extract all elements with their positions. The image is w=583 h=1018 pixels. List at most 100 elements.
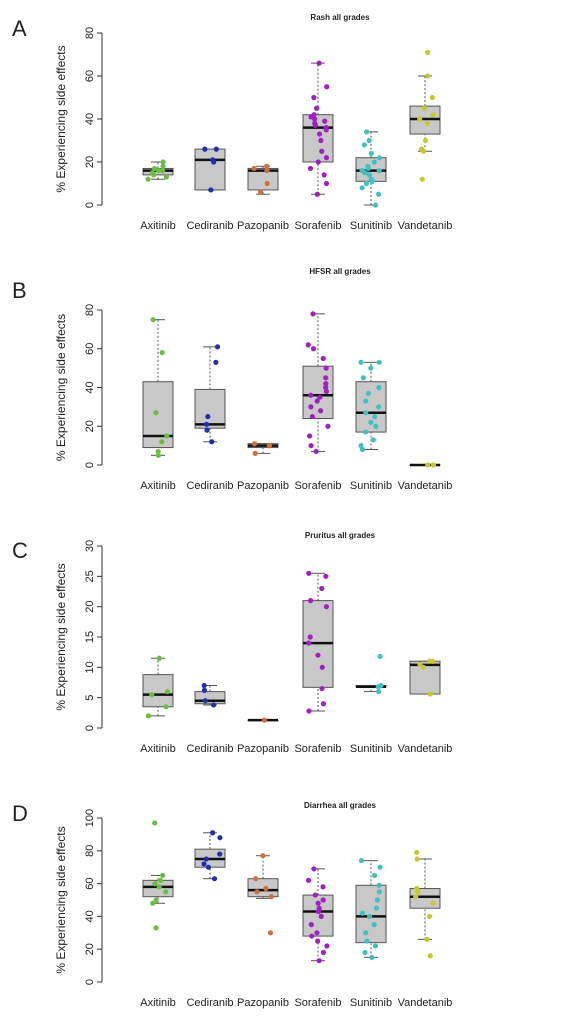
data-point [308, 598, 314, 604]
x-tick-label: Sunitinib [350, 743, 392, 755]
data-point [201, 861, 207, 867]
panel-letter: C [12, 538, 28, 563]
data-point [313, 448, 319, 455]
x-tick-label: Sunitinib [350, 220, 392, 232]
box [247, 167, 279, 191]
x-tick-label: Pazopanib [237, 220, 289, 232]
y-axis-label: % Experiencing side effects [54, 314, 68, 461]
data-point [314, 398, 320, 404]
data-point [373, 905, 380, 911]
data-point [268, 894, 274, 900]
box [194, 388, 226, 429]
data-point [358, 443, 364, 449]
y-tick-label: 60 [84, 70, 96, 82]
data-point [376, 882, 382, 888]
data-point [205, 413, 211, 420]
data-point [213, 146, 219, 152]
data-point [424, 936, 430, 942]
data-point [254, 889, 260, 895]
data-point [365, 390, 372, 396]
data-point [361, 142, 367, 148]
data-point [319, 685, 325, 692]
data-point [368, 150, 374, 156]
y-tick-label: 0 [84, 202, 96, 208]
data-point [257, 189, 264, 195]
data-point [155, 448, 161, 455]
y-tick-label: 25 [84, 570, 96, 582]
data-point [372, 202, 379, 208]
data-point [317, 394, 323, 400]
data-point [205, 864, 212, 870]
data-point [156, 655, 162, 661]
data-point [376, 359, 382, 365]
box [247, 878, 279, 898]
data-point [425, 73, 431, 79]
data-point [320, 949, 327, 956]
data-point [201, 687, 208, 693]
data-point [366, 172, 373, 178]
y-tick-label: 60 [84, 877, 96, 889]
data-point [424, 120, 430, 126]
y-axis-label: % Experiencing side effects [54, 45, 68, 192]
y-tick-label: 5 [84, 695, 96, 701]
data-point [320, 355, 326, 362]
panel-letter: B [12, 278, 27, 303]
data-point [370, 437, 376, 443]
data-point [251, 441, 258, 447]
data-point [372, 943, 379, 949]
y-tick-label: 10 [84, 661, 96, 673]
data-point [316, 60, 322, 66]
chart-title: Diarrhea all grades [304, 801, 377, 810]
data-point [417, 116, 423, 122]
data-point [315, 652, 321, 658]
panel-letter: A [12, 16, 27, 41]
x-tick-label: Axitinib [140, 480, 175, 492]
data-point [364, 129, 370, 135]
data-point [376, 404, 382, 410]
x-tick-label: Cediranib [186, 480, 233, 492]
data-point [324, 943, 330, 949]
x-tick-label: Sorafenib [294, 743, 341, 755]
data-point [150, 317, 156, 323]
data-point [319, 148, 325, 154]
data-point [323, 604, 329, 610]
y-tick-label: 0 [84, 462, 96, 468]
x-tick-label: Axitinib [140, 997, 175, 1009]
y-tick-label: 15 [84, 631, 96, 643]
data-point [309, 933, 315, 939]
data-point [264, 163, 270, 169]
data-point [151, 165, 158, 172]
data-point [310, 346, 317, 352]
panel-letter: D [12, 801, 28, 826]
data-point [364, 938, 370, 944]
data-point [414, 849, 420, 856]
data-point [203, 856, 209, 862]
data-point [210, 830, 216, 836]
data-point [251, 165, 257, 172]
x-tick-label: Cediranib [186, 743, 233, 755]
data-point [319, 585, 325, 592]
data-point [314, 930, 320, 936]
data-point [214, 344, 221, 350]
x-tick-label: Pazopanib [237, 743, 289, 755]
data-point [306, 570, 312, 576]
data-point [323, 573, 329, 579]
data-point [311, 94, 317, 101]
y-tick-label: 30 [84, 540, 96, 552]
data-point [264, 180, 270, 187]
data-point [366, 137, 372, 144]
data-point [378, 682, 384, 689]
data-point [267, 930, 274, 936]
data-point [321, 172, 327, 178]
data-point [309, 413, 316, 420]
data-point [376, 384, 382, 391]
data-point [368, 365, 374, 371]
data-point [376, 155, 383, 161]
data-point [414, 856, 420, 862]
data-point [360, 375, 366, 381]
data-point [371, 159, 377, 165]
x-tick-label: Sorafenib [294, 997, 341, 1009]
data-point [252, 450, 258, 456]
data-point [163, 704, 169, 710]
data-point [307, 634, 313, 640]
